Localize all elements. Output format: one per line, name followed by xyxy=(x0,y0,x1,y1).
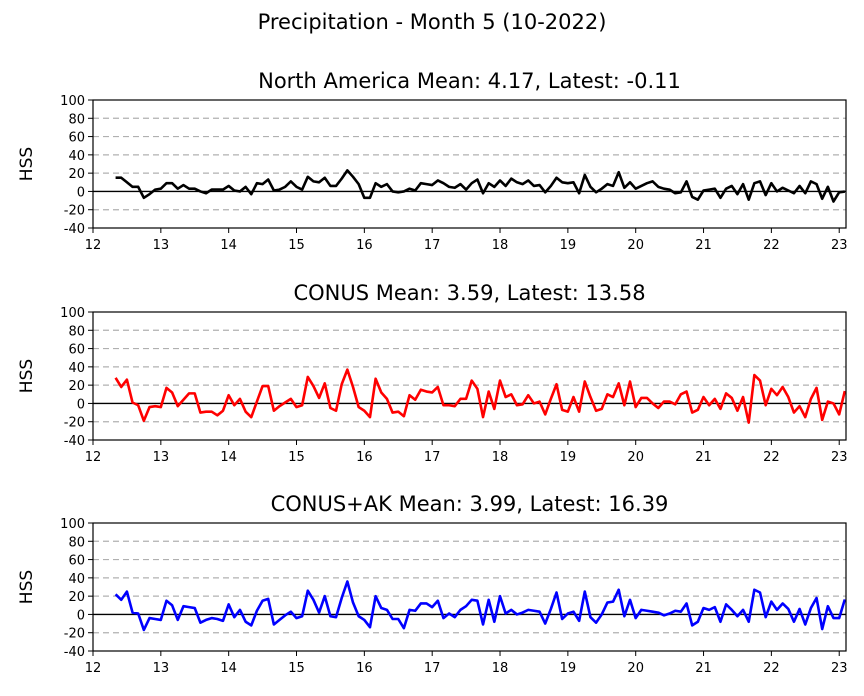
y-tick-label: -20 xyxy=(64,627,85,642)
y-tick-label: 40 xyxy=(68,361,85,376)
y-tick-label: 20 xyxy=(68,379,85,394)
y-tick-label: 40 xyxy=(68,149,85,164)
y-tick-label: 100 xyxy=(60,517,85,532)
y-tick-label: -20 xyxy=(64,204,85,219)
x-tick-label: 12 xyxy=(85,238,102,253)
x-tick-label: 20 xyxy=(627,450,644,465)
axes-frame xyxy=(92,99,847,229)
series-line-1 xyxy=(115,169,846,203)
y-tick-label: -40 xyxy=(64,434,85,449)
y-axis-label: HSS xyxy=(17,570,37,604)
y-axis-label: HSS xyxy=(17,359,37,393)
x-tick-label: 18 xyxy=(492,238,509,253)
y-axis-label: HSS xyxy=(17,147,37,181)
y-tick-label: 20 xyxy=(68,167,85,182)
x-tick-label: 21 xyxy=(695,661,712,676)
x-tick-label: 17 xyxy=(424,661,441,676)
x-tick-label: 15 xyxy=(288,238,305,253)
x-tick-label: 15 xyxy=(288,661,305,676)
x-tick-label: 18 xyxy=(492,450,509,465)
x-tick-label: 20 xyxy=(627,661,644,676)
chart-panel-3: CONUS+AK Mean: 3.99, Latest: 16.39 -40 -20… xyxy=(17,492,847,676)
x-tick-label: 12 xyxy=(85,450,102,465)
y-tick-label: 40 xyxy=(68,572,85,587)
chart-panels: North America Mean: 4.17, Latest: -0.11 -… xyxy=(17,69,847,676)
x-tick-label: 23 xyxy=(831,450,848,465)
axes-frame xyxy=(92,311,847,441)
x-tick-label: 12 xyxy=(85,661,102,676)
series-line-1 xyxy=(114,580,846,632)
x-tick-label: 19 xyxy=(560,238,577,253)
x-tick-label: 18 xyxy=(492,661,509,676)
y-tick-label: 100 xyxy=(60,306,85,321)
x-tick-label: 19 xyxy=(560,450,577,465)
x-tick-label: 23 xyxy=(831,238,848,253)
chart-panel-1: North America Mean: 4.17, Latest: -0.11 -… xyxy=(17,69,847,253)
series-line-1 xyxy=(114,368,846,424)
x-tick-label: 14 xyxy=(220,661,237,676)
x-tick-label: 16 xyxy=(356,450,373,465)
chart-title: CONUS Mean: 3.59, Latest: 13.58 xyxy=(293,281,645,305)
x-tick-label: 17 xyxy=(424,238,441,253)
y-tick-label: 80 xyxy=(68,112,85,127)
y-tick-label: 80 xyxy=(68,535,85,550)
chart-title: North America Mean: 4.17, Latest: -0.11 xyxy=(258,69,681,93)
figure-title: Precipitation - Month 5 (10-2022) xyxy=(257,10,607,34)
x-tick-label: 16 xyxy=(356,661,373,676)
x-tick-label: 17 xyxy=(424,450,441,465)
y-tick-label: -20 xyxy=(64,416,85,431)
y-tick-label: 60 xyxy=(68,131,85,146)
y-tick-label: -40 xyxy=(64,222,85,237)
y-tick-label: -40 xyxy=(64,645,85,660)
y-tick-label: 60 xyxy=(68,554,85,569)
y-tick-label: 0 xyxy=(77,608,85,623)
x-tick-label: 22 xyxy=(763,450,780,465)
x-tick-label: 14 xyxy=(220,238,237,253)
x-tick-label: 13 xyxy=(153,238,170,253)
x-tick-label: 16 xyxy=(356,238,373,253)
x-tick-label: 22 xyxy=(763,661,780,676)
axes-frame xyxy=(92,522,847,652)
y-tick-label: 0 xyxy=(77,397,85,412)
x-tick-label: 21 xyxy=(695,238,712,253)
y-tick-label: 100 xyxy=(60,94,85,109)
y-tick-label: 60 xyxy=(68,343,85,358)
x-tick-label: 22 xyxy=(763,238,780,253)
x-tick-label: 15 xyxy=(288,450,305,465)
x-tick-label: 13 xyxy=(153,661,170,676)
x-tick-label: 21 xyxy=(695,450,712,465)
y-tick-label: 20 xyxy=(68,590,85,605)
y-tick-label: 80 xyxy=(68,324,85,339)
x-tick-label: 20 xyxy=(627,238,644,253)
x-tick-label: 23 xyxy=(831,661,848,676)
x-tick-label: 19 xyxy=(560,661,577,676)
chart-title: CONUS+AK Mean: 3.99, Latest: 16.39 xyxy=(271,492,669,516)
y-tick-label: 0 xyxy=(77,185,85,200)
x-tick-label: 14 xyxy=(220,450,237,465)
chart-panel-2: CONUS Mean: 3.59, Latest: 13.58 -40 -20 0 20… xyxy=(17,281,847,465)
x-tick-label: 13 xyxy=(153,450,170,465)
